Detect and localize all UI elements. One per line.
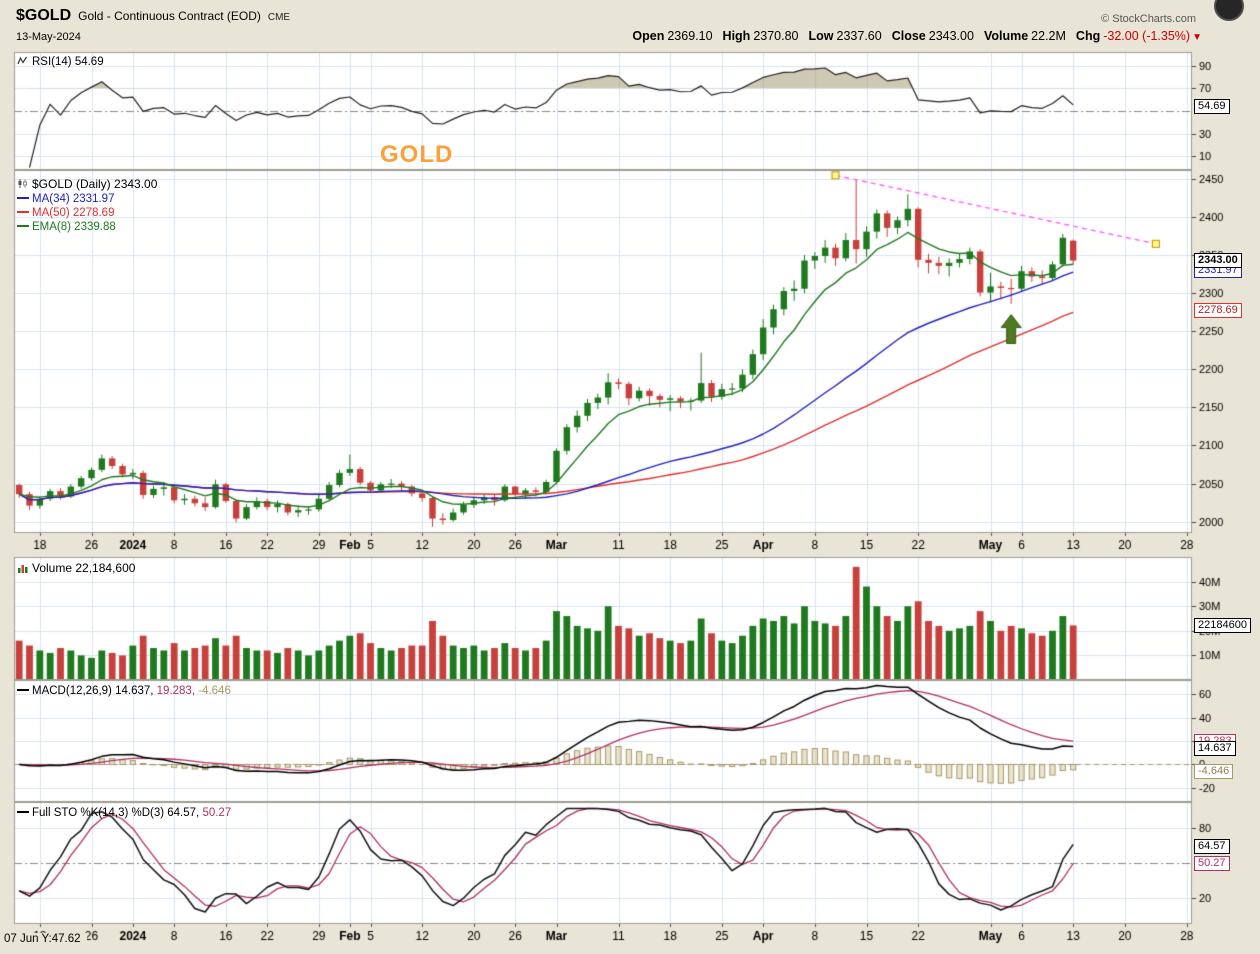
ema8-line-icon (17, 225, 29, 227)
macd-hist-box: -4.646 (1194, 764, 1234, 779)
macd-line-icon (17, 689, 29, 691)
volume-legend: Volume 22,184,600 (17, 561, 135, 576)
macd-legend: MACD(12,26,9) 14.637, 19.283, -4.646 (17, 685, 231, 697)
symbol: $GOLD (16, 7, 72, 24)
macd-value-box: 14.637 (1194, 741, 1236, 756)
rsi-icon (17, 55, 28, 69)
copyright: © StockCharts.com (1101, 13, 1196, 25)
header-title: $GOLD Gold - Continuous Contract (EOD) CME (16, 7, 290, 25)
symbol-description: Gold - Continuous Contract (EOD) (78, 9, 261, 23)
price-legend: $GOLD (Daily) 2343.00 MA(34) 2331.97 MA(… (17, 177, 157, 234)
ma34-legend: MA(34) 2331.97 (17, 192, 157, 206)
last-price-box: 2343.00 (1194, 253, 1242, 268)
price-legend-title: $GOLD (Daily) 2343.00 (17, 177, 157, 192)
sto-d-box: 50.27 (1194, 856, 1230, 871)
quote-change: Chg -32.00 (-1.35%) ▼ (1075, 29, 1202, 43)
crosshair-readout: 07 Jun Y:47.62 (2, 933, 87, 945)
ema8-legend: EMA(8) 2339.88 (17, 220, 157, 234)
chart-date: 13-May-2024 (16, 31, 81, 43)
chart-tool-icon[interactable] (1214, 0, 1244, 21)
ma50-line-icon (17, 211, 29, 213)
ma34-line-icon (17, 197, 29, 199)
change-down-icon: ▼ (1192, 32, 1202, 43)
volume-icon (17, 562, 28, 576)
quote-open: Open 2369.10 (632, 29, 713, 43)
exchange-label: CME (267, 12, 291, 23)
quote-close: Close 2343.00 (891, 29, 974, 43)
quote-bar: Open 2369.10 High 2370.80 Low 2337.60 Close… (632, 29, 1202, 43)
ma50-value-box: 2278.69 (1194, 303, 1242, 318)
sto-k-box: 64.57 (1194, 839, 1230, 854)
stochastics-legend: Full STO %K(14,3) %D(3) 64.57, 50.27 (17, 807, 231, 819)
ma50-legend: MA(50) 2278.69 (17, 206, 157, 220)
volume-value-box: 22184600 (1194, 618, 1251, 633)
quote-high: High 2370.80 (722, 29, 799, 43)
sto-line-icon (17, 811, 29, 813)
quote-low: Low 2337.60 (808, 29, 882, 43)
gold-annotation: GOLD (380, 141, 454, 168)
quote-volume: Volume 22.2M (983, 29, 1066, 43)
rsi-value-box: 54.69 (1194, 99, 1230, 114)
rsi-legend: RSI(14) 54.69 (17, 55, 104, 69)
candlestick-icon (17, 178, 28, 192)
